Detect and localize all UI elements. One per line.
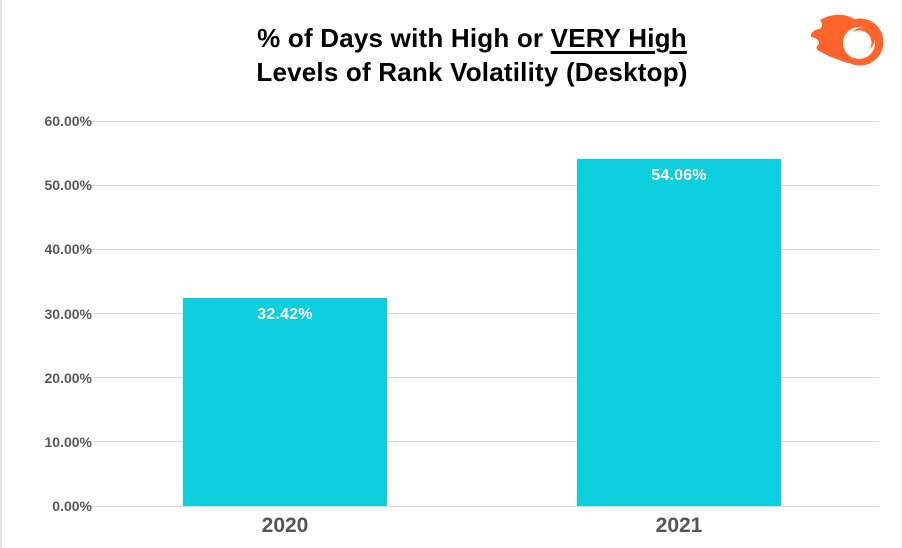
gridline <box>87 505 879 507</box>
gridline <box>87 441 879 443</box>
x-axis-label-2021: 2021 <box>655 514 703 537</box>
y-axis-tick-label: 60.00% <box>44 113 92 129</box>
gridline <box>87 377 879 379</box>
gridline <box>87 248 879 250</box>
y-axis-tick-label: 20.00% <box>44 369 92 386</box>
bar-value-label: 54.06% <box>651 167 707 185</box>
y-axis-tick-label: 40.00% <box>44 241 92 258</box>
gridline <box>87 120 879 122</box>
gridline <box>87 313 879 314</box>
bar-2021: 54.06% <box>577 159 781 506</box>
bar-2020: 32.42% <box>183 297 387 506</box>
chart-title-line1: % of Days with High or VERY High <box>87 21 857 55</box>
y-axis-tick-label: 0.00% <box>52 498 92 514</box>
chart-title-line1-underlined: VERY High <box>550 23 687 53</box>
bar-value-label: 32.42% <box>257 305 313 323</box>
y-axis-tick-label: 30.00% <box>44 305 92 322</box>
chart-title: % of Days with High or VERY High Levels … <box>87 21 857 89</box>
chart-title-line2: Levels of Rank Volatility (Desktop) <box>256 57 688 87</box>
gridline <box>87 184 879 186</box>
chart-title-line1-prefix: % of Days with High or <box>257 23 551 53</box>
semrush-fireball-icon <box>810 14 884 66</box>
y-axis-tick-label: 50.00% <box>44 177 92 194</box>
x-axis-label-2020: 2020 <box>261 514 309 537</box>
y-axis-tick-label: 10.00% <box>44 433 92 450</box>
